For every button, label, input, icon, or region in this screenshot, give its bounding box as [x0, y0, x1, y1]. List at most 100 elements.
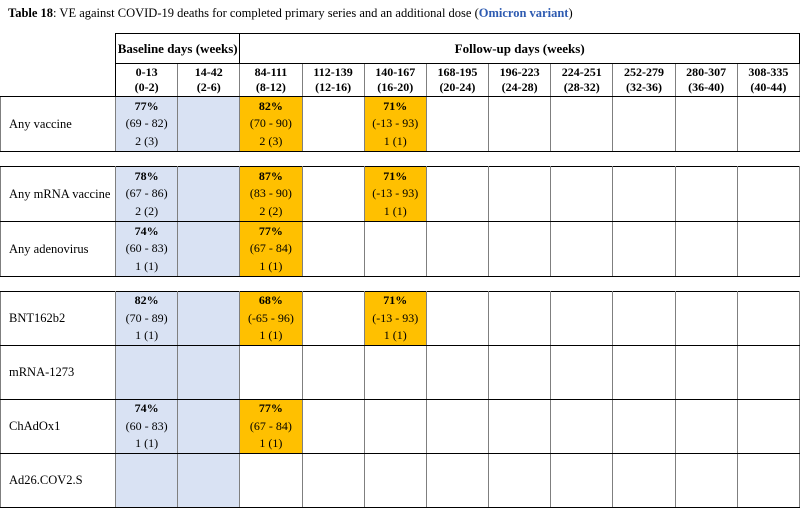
ve-cell-content: 74% (60 - 83) 1 (1)	[117, 223, 177, 276]
empty-cell	[177, 291, 241, 346]
col-header-168-195: 168-195 (20-24)	[425, 63, 490, 97]
event-counts: 2 (2)	[135, 203, 159, 218]
ve-cell-content: 78% (67 - 86) 2 (2)	[117, 168, 177, 221]
ve-cell: 77% (69 - 82) 2 (3)	[114, 96, 179, 152]
empty-cell	[239, 453, 303, 508]
col-weeks-label: (16-20)	[377, 80, 414, 94]
event-counts: 2 (2)	[259, 203, 283, 218]
table-row: mRNA-1273	[0, 345, 800, 400]
empty-cell	[425, 221, 490, 277]
empty-cell	[550, 96, 614, 152]
ve-cell-content: 74% (60 - 83) 1 (1)	[117, 401, 177, 453]
empty-cell	[177, 345, 241, 400]
empty-cell	[550, 221, 614, 277]
row-label: Any mRNA vaccine	[0, 166, 116, 222]
table-row: Ad26.COV2.S	[0, 453, 800, 508]
ve-cell: 71% (-13 - 93) 1 (1)	[363, 96, 427, 152]
empty-cell	[674, 453, 738, 508]
event-counts: 2 (3)	[259, 133, 283, 148]
empty-cell	[612, 345, 676, 400]
table-title: Table 18: VE against COVID-19 deaths for…	[0, 0, 800, 21]
empty-cell	[488, 291, 552, 346]
empty-cell	[674, 166, 738, 222]
ve-cell-content: 71% (-13 - 93) 1 (1)	[365, 98, 425, 151]
col-weeks-label: (40-44)	[750, 80, 787, 94]
row-label: Any adenovirus	[0, 221, 116, 277]
ve-cell: 77% (67 - 84) 1 (1)	[239, 221, 303, 277]
col-weeks-label: (32-36)	[625, 80, 662, 94]
ve-cell-content: 77% (67 - 84) 1 (1)	[241, 401, 301, 453]
col-days-label: 280-307	[686, 65, 727, 79]
empty-cell	[301, 399, 365, 454]
col-header-224-251: 224-251 (28-32)	[550, 63, 614, 97]
event-counts: 1 (1)	[259, 258, 283, 273]
col-header-14-42: 14-42 (2-6)	[177, 63, 241, 97]
table-row: ChAdOx1 74% (60 - 83) 1 (1) 77% (67 - 84) 1 (1…	[0, 399, 800, 454]
table-section-2: Any mRNA vaccine 78% (67 - 86) 2 (2) 87% (83 …	[0, 166, 800, 277]
empty-cell	[301, 345, 365, 400]
empty-cell	[736, 96, 800, 152]
empty-cell	[550, 345, 614, 400]
col-days-label: 308-335	[748, 65, 789, 79]
ve-cell-content: 71% (-13 - 93) 1 (1)	[365, 293, 425, 345]
empty-cell	[488, 453, 552, 508]
col-header-140-167: 140-167 (16-20)	[363, 63, 427, 97]
header-range-row: 0-13 (0-2) 14-42 (2-6) 84-111 (8-12) 112-139 (1…	[0, 63, 800, 97]
ve-cell-content: 68% (-65 - 96) 1 (1)	[241, 293, 301, 345]
ve-cell-content: 87% (83 - 90) 2 (2)	[241, 168, 301, 221]
empty-cell	[363, 399, 427, 454]
col-weeks-label: (24-28)	[501, 80, 538, 94]
ve-cell: 78% (67 - 86) 2 (2)	[114, 166, 179, 222]
empty-cell	[114, 345, 179, 400]
event-counts: 1 (1)	[383, 133, 407, 148]
header-group-row: Baseline days (weeks) Follow-up days (wee…	[0, 33, 800, 64]
baseline-header: Baseline days (weeks)	[114, 33, 241, 64]
table-title-text: : VE against COVID-19 deaths for complet…	[53, 6, 479, 20]
ve-value: 68%	[258, 293, 283, 308]
header-spacer-cell	[0, 63, 116, 97]
empty-cell	[177, 221, 241, 277]
empty-cell	[674, 399, 738, 454]
table-section-1: Baseline days (weeks) Follow-up days (wee…	[0, 33, 800, 152]
row-label: Ad26.COV2.S	[0, 453, 116, 508]
empty-cell	[363, 221, 427, 277]
ve-value: 74%	[134, 401, 159, 416]
empty-cell	[301, 453, 365, 508]
ve-value: 78%	[134, 168, 159, 183]
ve-cell: 68% (-65 - 96) 1 (1)	[239, 291, 303, 346]
event-counts: 1 (1)	[135, 328, 159, 343]
row-label: BNT162b2	[0, 291, 116, 346]
empty-cell	[363, 345, 427, 400]
ve-value: 74%	[134, 223, 159, 238]
empty-cell	[612, 399, 676, 454]
confidence-interval: (69 - 82)	[125, 116, 168, 131]
col-days-label: 0-13	[135, 65, 158, 79]
ve-cell-content: 77% (67 - 84) 1 (1)	[241, 223, 301, 276]
col-days-label: 168-195	[437, 65, 478, 79]
empty-cell	[363, 453, 427, 508]
col-days-label: 112-139	[313, 65, 353, 79]
ve-cell: 71% (-13 - 93) 1 (1)	[363, 291, 427, 346]
empty-cell	[425, 345, 490, 400]
empty-cell	[425, 96, 490, 152]
row-label: Any vaccine	[0, 96, 116, 152]
col-weeks-label: (36-40)	[688, 80, 725, 94]
empty-cell	[488, 96, 552, 152]
ve-cell: 82% (70 - 90) 2 (3)	[239, 96, 303, 152]
empty-cell	[612, 166, 676, 222]
ve-cell-content: 71% (-13 - 93) 1 (1)	[365, 168, 425, 221]
ve-cell: 74% (60 - 83) 1 (1)	[114, 399, 179, 454]
col-days-label: 84-111	[254, 65, 288, 79]
empty-cell	[736, 345, 800, 400]
event-counts: 1 (1)	[383, 203, 407, 218]
ve-table: Baseline days (weeks) Follow-up days (wee…	[0, 33, 800, 508]
empty-cell	[425, 399, 490, 454]
empty-cell	[177, 399, 241, 454]
ve-value: 82%	[258, 98, 283, 113]
col-days-label: 252-279	[623, 65, 664, 79]
empty-cell	[674, 221, 738, 277]
variant-link: Omicron variant	[478, 6, 569, 20]
empty-cell	[674, 345, 738, 400]
confidence-interval: (67 - 84)	[249, 418, 292, 433]
empty-cell	[550, 399, 614, 454]
